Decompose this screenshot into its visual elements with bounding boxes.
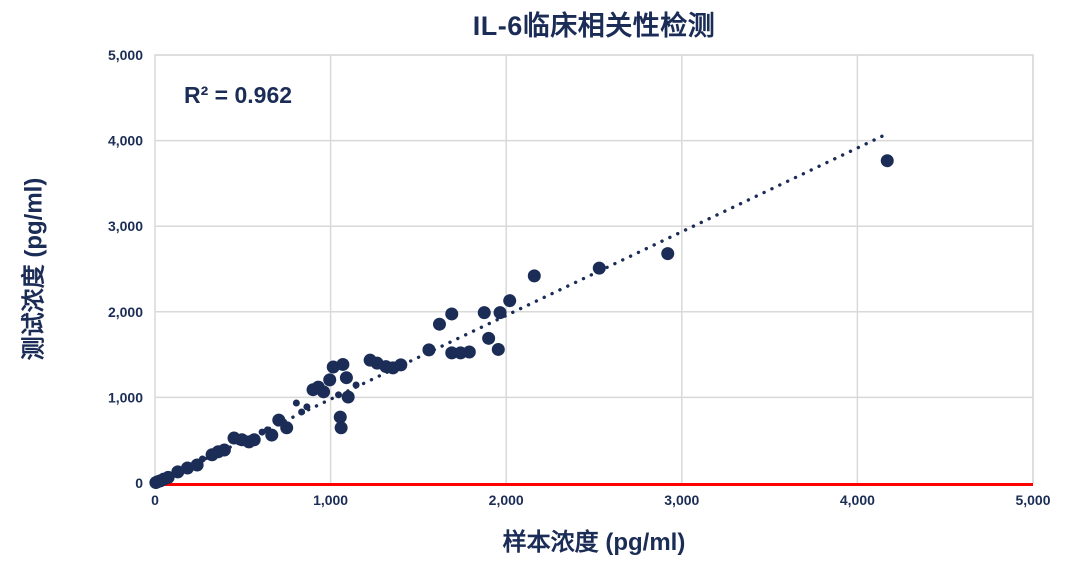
scatter-point [661, 247, 675, 261]
scatter-point [352, 381, 360, 389]
y-tick-label: 0 [135, 475, 143, 491]
y-tick-label: 1,000 [108, 389, 143, 405]
y-tick-label: 3,000 [108, 218, 143, 234]
scatter-point [880, 154, 894, 168]
scatter-point [462, 345, 476, 359]
scatter-point [198, 455, 206, 463]
scatter-point [341, 390, 355, 404]
scatter-point [477, 306, 491, 320]
x-tick-label: 5,000 [1015, 492, 1050, 508]
scatter-point [432, 317, 446, 331]
scatter-point [334, 421, 348, 435]
scatter-point [503, 294, 517, 308]
scatter-point [445, 307, 459, 321]
y-tick-label: 4,000 [108, 133, 143, 149]
scatter-point [317, 385, 331, 399]
chart-title: IL-6临床相关性检测 [472, 11, 716, 41]
scatter-point [303, 403, 311, 411]
scatter-point [323, 373, 337, 387]
scatter-point [280, 421, 294, 435]
scatter-point [339, 371, 353, 385]
x-tick-label: 1,000 [313, 492, 348, 508]
scatter-point [161, 470, 175, 484]
scatter-point [333, 410, 347, 424]
y-tick-label: 2,000 [108, 304, 143, 320]
x-tick-label: 4,000 [840, 492, 875, 508]
scatter-point [258, 428, 266, 436]
scatter-point [298, 408, 306, 416]
r-squared-annotation: R² = 0.962 [184, 82, 293, 108]
scatter-point [217, 443, 231, 457]
x-axis-title: 样本浓度 (pg/ml) [502, 529, 686, 556]
scatter-point [335, 391, 343, 399]
x-tick-label: 2,000 [489, 492, 524, 508]
scatter-point [265, 428, 279, 442]
scatter-point [292, 399, 300, 407]
scatter-point [491, 342, 505, 356]
plot-border [154, 54, 1034, 483]
x-tick-label: 3,000 [664, 492, 699, 508]
x-tick-label: 0 [151, 492, 159, 508]
scatter-point [482, 331, 496, 345]
scatter-point [493, 306, 507, 320]
scatter-point [422, 343, 436, 357]
scatter-point [592, 261, 606, 275]
y-tick-label: 5,000 [108, 47, 143, 63]
scatter-point [247, 433, 261, 447]
scatter-point [394, 358, 408, 372]
scatter-point [527, 269, 541, 283]
scatter-point [336, 357, 350, 371]
